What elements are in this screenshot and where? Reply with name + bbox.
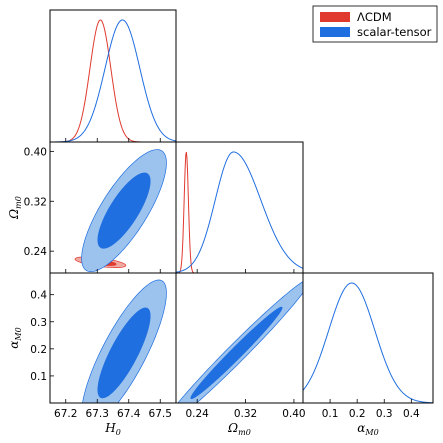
x-tick-label-Om-1: 0.32 [234,408,257,420]
x-tick-label-aM-0: 0.1 [322,408,339,420]
x-axis-label-sub-Om: m0 [238,428,251,437]
x-tick-label-aM-1: 0.2 [349,408,366,420]
panel-aM-aM [302,272,434,404]
marginal-H0-lcdm [50,19,176,142]
x-tick-label-H0-1: 67.3 [86,408,109,420]
y-tick-label-aM-2: 0.3 [30,317,47,329]
x-axis-label-main-H0: H [104,421,116,435]
x-tick-label-aM-2: 0.3 [376,408,393,420]
y-axis-label-sub-aM: M0 [14,327,23,341]
y-axis-label-Om: Ωm0 [7,196,23,220]
legend: ΛCDM scalar-tensor [312,5,438,43]
contour-68-H0-aM-scalar-tensor [97,307,151,399]
marginal-aM-scalar-tensor [303,282,433,403]
x-axis-label-Om: Ωm0 [227,421,251,437]
y-tick-label-Om-1: 0.32 [24,196,47,208]
panel-frame [49,9,177,143]
x-axis-label-sub-H0: 0 [116,428,121,437]
panel-content [303,282,433,403]
y-tick-label-aM-1: 0.2 [30,344,47,356]
legend-swatch-scalar-tensor [320,27,350,37]
panel-H0-aM [49,272,177,404]
panel-content [50,19,176,142]
panel-content [82,279,167,403]
panel-H0-Om [49,141,177,274]
legend-swatch-lcdm [320,12,350,22]
y-tick-label-aM-3: 0.4 [30,290,47,302]
x-tick-label-H0-0: 67.2 [54,408,77,420]
x-tick-label-H0-2: 67.4 [117,408,141,420]
contour-68-Om-aM-scalar-tensor [190,306,283,400]
y-axis-label-aM: αM0 [7,327,23,348]
legend-label-lcdm: ΛCDM [357,10,392,24]
x-axis-label-main-aM: α [357,421,365,435]
panel-Om-aM [175,272,304,404]
marginal-Om-scalar-tensor [176,151,303,273]
x-tick-label-H0-3: 67.5 [149,408,172,420]
x-tick-label-Om-0: 0.24 [185,408,209,420]
marginal-Om-lcdm [176,151,303,273]
marginal-H0-scalar-tensor [50,19,176,142]
panel-Om-Om [175,141,304,274]
y-axis-label-main-aM: α [7,341,21,349]
y-tick-label-Om-2: 0.40 [24,146,47,158]
x-axis-label-H0: H0 [104,421,121,437]
y-tick-label-aM-0: 0.1 [30,371,47,383]
panel-frame [175,141,304,274]
panel-H0-H0 [49,9,177,143]
x-axis-label-sub-aM: M0 [364,428,378,437]
y-tick-label-Om-0: 0.24 [24,246,48,258]
legend-label-scalar-tensor: scalar-tensor [357,25,432,39]
x-axis-label-main-Om: Ω [227,421,238,435]
x-tick-label-aM-3: 0.4 [403,408,420,420]
panel-content [74,149,167,273]
contour-68-H0-Om-scalar-tensor [97,172,151,249]
x-tick-label-Om-2: 0.40 [282,408,305,420]
panel-content [176,151,303,273]
y-axis-label-main-Om: Ω [7,209,21,220]
x-axis-label-aM: αM0 [357,421,378,437]
panel-content [177,281,303,403]
panel-frame [302,272,434,404]
y-axis-label-sub-Om: m0 [14,196,23,209]
